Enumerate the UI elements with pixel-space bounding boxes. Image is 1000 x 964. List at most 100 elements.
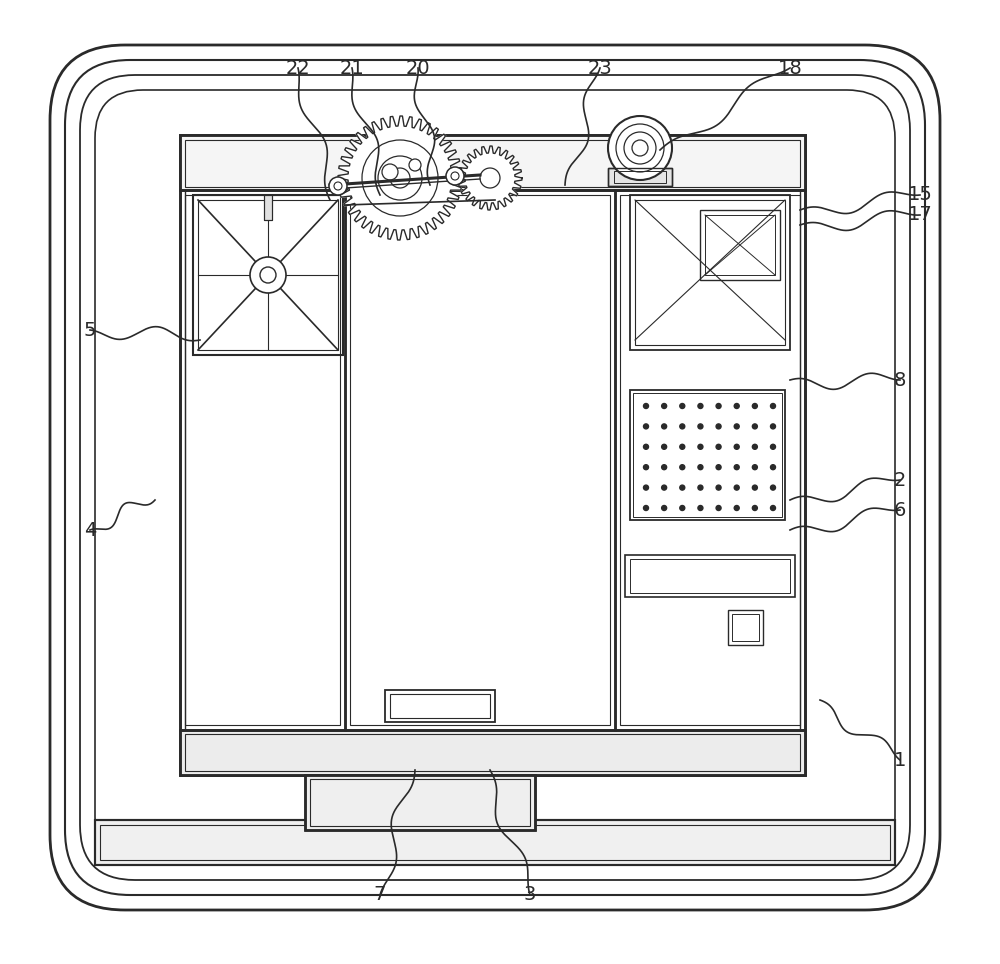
- Circle shape: [390, 168, 410, 188]
- Circle shape: [734, 505, 739, 511]
- Circle shape: [260, 267, 276, 283]
- Text: 8: 8: [894, 370, 906, 389]
- Bar: [185, 195, 340, 725]
- Circle shape: [770, 424, 776, 429]
- Circle shape: [362, 140, 438, 216]
- Circle shape: [662, 444, 667, 449]
- Circle shape: [716, 404, 721, 409]
- Circle shape: [644, 404, 648, 409]
- Bar: [185, 734, 800, 771]
- Circle shape: [770, 465, 776, 469]
- Circle shape: [409, 159, 421, 171]
- Circle shape: [770, 485, 776, 490]
- Circle shape: [644, 424, 648, 429]
- Bar: [180, 730, 805, 775]
- Bar: [305, 775, 535, 830]
- Bar: [625, 555, 795, 597]
- Circle shape: [662, 505, 667, 511]
- Bar: [390, 694, 490, 718]
- Bar: [305, 775, 535, 830]
- Text: 2: 2: [894, 470, 906, 490]
- Circle shape: [644, 485, 648, 490]
- Bar: [732, 614, 759, 641]
- Circle shape: [680, 424, 685, 429]
- Circle shape: [716, 485, 721, 490]
- Bar: [630, 559, 790, 593]
- Circle shape: [752, 485, 757, 490]
- Text: 6: 6: [894, 500, 906, 520]
- Bar: [630, 390, 785, 520]
- Circle shape: [680, 465, 685, 469]
- Bar: [180, 730, 805, 775]
- Circle shape: [716, 505, 721, 511]
- Bar: [180, 190, 345, 730]
- Bar: [264, 195, 272, 220]
- Polygon shape: [338, 116, 462, 240]
- Bar: [705, 215, 775, 275]
- Circle shape: [644, 444, 648, 449]
- Circle shape: [662, 424, 667, 429]
- Bar: [635, 200, 785, 345]
- Circle shape: [698, 505, 703, 511]
- Circle shape: [446, 167, 464, 185]
- Circle shape: [608, 116, 672, 180]
- Bar: [345, 190, 615, 730]
- Circle shape: [734, 465, 739, 469]
- Circle shape: [716, 444, 721, 449]
- Text: 7: 7: [374, 886, 386, 904]
- Text: 4: 4: [84, 521, 96, 540]
- Bar: [264, 195, 272, 220]
- Circle shape: [680, 444, 685, 449]
- Circle shape: [698, 404, 703, 409]
- Text: 5: 5: [84, 320, 96, 339]
- Bar: [193, 195, 343, 355]
- Circle shape: [770, 444, 776, 449]
- Circle shape: [662, 404, 667, 409]
- Circle shape: [698, 424, 703, 429]
- Circle shape: [770, 505, 776, 511]
- Bar: [310, 779, 530, 826]
- Circle shape: [480, 168, 500, 188]
- Circle shape: [734, 404, 739, 409]
- Bar: [180, 135, 805, 775]
- Circle shape: [680, 485, 685, 490]
- Circle shape: [680, 404, 685, 409]
- Circle shape: [716, 424, 721, 429]
- Circle shape: [382, 164, 398, 180]
- Bar: [630, 195, 790, 350]
- Bar: [180, 135, 805, 190]
- Bar: [615, 190, 805, 730]
- Circle shape: [662, 485, 667, 490]
- Bar: [350, 195, 610, 725]
- Circle shape: [378, 156, 422, 200]
- Circle shape: [752, 444, 757, 449]
- Circle shape: [752, 505, 757, 511]
- Bar: [728, 610, 763, 645]
- Bar: [180, 135, 805, 190]
- Text: 17: 17: [908, 205, 932, 225]
- Circle shape: [698, 485, 703, 490]
- Circle shape: [752, 404, 757, 409]
- Text: 1: 1: [894, 751, 906, 769]
- Bar: [95, 820, 895, 865]
- Circle shape: [716, 465, 721, 469]
- Bar: [95, 820, 895, 865]
- Text: 22: 22: [286, 59, 310, 77]
- Text: 23: 23: [588, 59, 612, 77]
- Text: 3: 3: [524, 886, 536, 904]
- Circle shape: [334, 182, 342, 190]
- Text: 21: 21: [340, 59, 364, 77]
- Circle shape: [770, 404, 776, 409]
- Circle shape: [329, 177, 347, 195]
- Bar: [198, 200, 338, 350]
- Polygon shape: [458, 146, 522, 210]
- Text: 20: 20: [406, 59, 430, 77]
- Bar: [100, 825, 890, 860]
- Circle shape: [662, 465, 667, 469]
- Bar: [633, 393, 782, 517]
- Circle shape: [250, 257, 286, 293]
- Circle shape: [644, 505, 648, 511]
- Circle shape: [644, 465, 648, 469]
- Bar: [385, 690, 495, 722]
- Bar: [620, 195, 800, 725]
